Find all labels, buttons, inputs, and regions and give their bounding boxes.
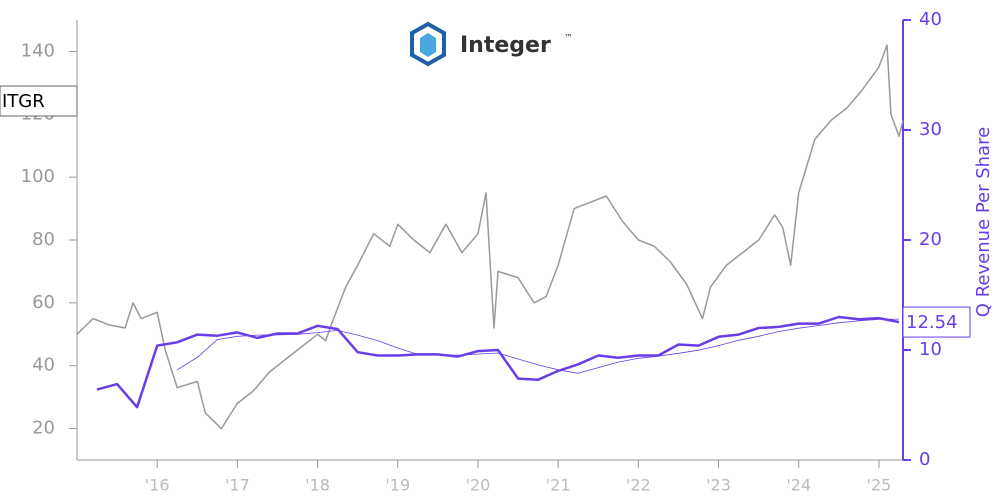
- logo-mark: ™: [564, 34, 573, 44]
- x-tick-label: '18: [305, 476, 330, 495]
- y2-tick-label: 10: [919, 339, 942, 360]
- y2-tick-label: 40: [919, 9, 942, 30]
- logo-icon-inner: [420, 33, 436, 57]
- ticker-box: [0, 85, 78, 117]
- logo: Integer ™: [410, 21, 573, 67]
- y-tick-label: 40: [32, 355, 55, 376]
- ticker: ITGR: [2, 91, 45, 112]
- x-tick-label: '22: [626, 476, 651, 495]
- y-tick-label: 80: [32, 229, 55, 250]
- y2-label: Q Revenue Per Share: [973, 127, 994, 317]
- y2-tick-label: 30: [919, 119, 942, 140]
- y-tick-label: 100: [21, 166, 55, 187]
- logo-icon: [410, 21, 446, 67]
- logo-text: Integer: [460, 33, 551, 58]
- x-tick-label: '24: [786, 476, 811, 495]
- y-tick-label: 60: [32, 292, 55, 313]
- y2-tick-label: 20: [919, 229, 942, 250]
- x-tick-label: '21: [546, 476, 571, 495]
- last-value-box: [902, 306, 971, 338]
- y2-tick-label: 0: [919, 449, 930, 470]
- series-line: [76, 44, 904, 430]
- y-tick-label: 140: [21, 40, 55, 61]
- series-line: [176, 318, 900, 374]
- x-tick-label: '20: [466, 476, 491, 495]
- x-tick-label: '23: [706, 476, 731, 495]
- x-tick-label: '25: [867, 476, 892, 495]
- x-tick-label: '16: [145, 476, 170, 495]
- y-tick-label: 20: [32, 418, 55, 439]
- x-tick-label: '19: [385, 476, 410, 495]
- series-line: [96, 315, 900, 409]
- last-value-label: 12.54: [906, 312, 958, 333]
- x-tick-label: '17: [225, 476, 250, 495]
